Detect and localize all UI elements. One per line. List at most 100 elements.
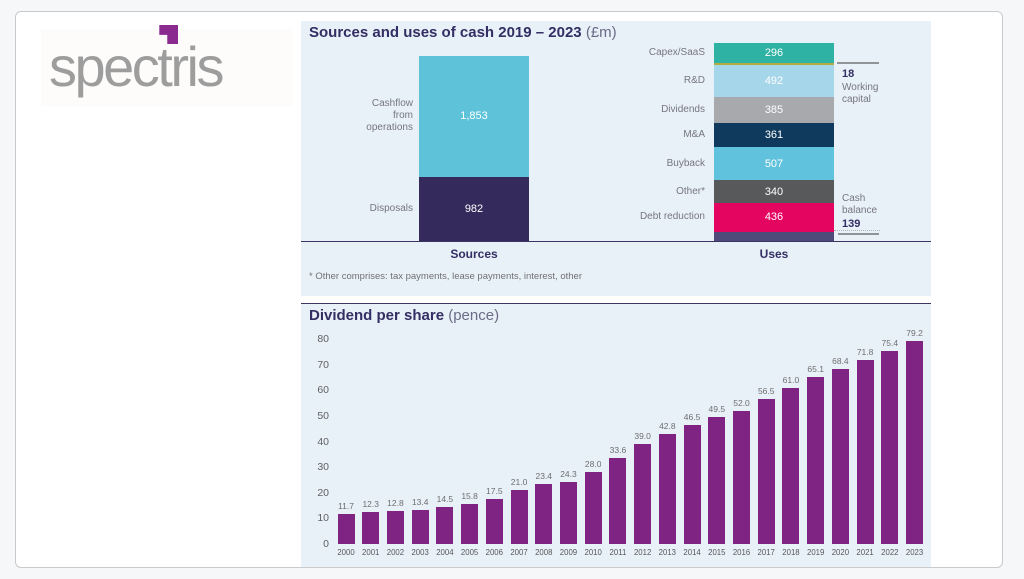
report-card: spect ris Sources and uses of cash 2019 –… [15, 11, 1003, 568]
bar-value-label-2020: 68.4 [832, 355, 849, 366]
dividend-bar-2023 [906, 341, 924, 544]
dividend-chart-panel: Dividend per share (pence) 80 70 60 50 40 30 2… [301, 303, 931, 567]
dividend-bar-2004 [436, 506, 454, 544]
cash-chart-footnote: * Other comprises: tax payments, lease p… [309, 271, 582, 282]
working-capital-label: Working capital [842, 82, 879, 105]
bar-value-label-2015: 49.5 [708, 404, 726, 415]
spectris-logo: spect ris [41, 25, 293, 106]
dividend-bar-2000 [337, 514, 355, 544]
dividend-bar-2013 [658, 434, 676, 544]
logo-text-post: ris [170, 35, 224, 98]
dividend-chart-title-text: Dividend per share [309, 307, 445, 324]
bar-value-label-2000: 11.7 [338, 501, 354, 512]
segment-r-d: 492 [714, 64, 834, 98]
bar-value-label-2023: 79.2 [906, 328, 923, 339]
x-axis-label-2018: 2018 [782, 548, 800, 557]
bar-value-label-2008: 23.4 [535, 471, 553, 482]
x-axis-label-2001: 2001 [362, 548, 380, 557]
x-axis-label-2022: 2022 [881, 548, 899, 557]
x-axis-label-2006: 2006 [485, 548, 503, 557]
x-axis-label-2003: 2003 [411, 548, 429, 557]
bar-value-label-2001: 12.3 [362, 499, 379, 510]
segment-working-capital [714, 62, 834, 65]
cash-chart-title: Sources and uses of cash 2019 – 2023 (£m… [309, 24, 617, 41]
bar-value-label-2007: 21.0 [510, 477, 528, 488]
segment-capex-saas: 296 [714, 43, 834, 63]
sources-axis-label: Sources [450, 247, 498, 261]
logo-letter-t: t [157, 25, 179, 103]
dividend-bar-2011 [609, 457, 627, 544]
dividend-bar-2006 [485, 499, 503, 544]
y-axis-tick-80: 80 [317, 333, 329, 345]
segment-buyback: 507 [714, 146, 834, 181]
bar-value-label-2012: 39.0 [634, 431, 651, 442]
x-axis-label-2008: 2008 [535, 548, 553, 557]
x-axis-label-2013: 2013 [658, 548, 677, 557]
dividend-bar-2007 [510, 490, 528, 544]
x-axis-label-2016: 2016 [732, 548, 751, 557]
y-axis-tick-70: 70 [317, 358, 329, 371]
bar-value-label-2022: 75.4 [881, 337, 899, 348]
bar-value-label-2004: 14.5 [436, 493, 454, 504]
dividend-bar-2003 [411, 509, 429, 544]
segment-label-r-d: R&D [683, 75, 705, 87]
dividend-bar-2009 [559, 481, 577, 544]
x-axis-label-2002: 2002 [386, 548, 405, 557]
dividend-bar-2001 [362, 512, 380, 544]
segment-value-m-a: 361 [764, 128, 784, 141]
segment-value-debt-reduction: 436 [764, 211, 784, 224]
x-axis-label-2000: 2000 [337, 548, 355, 557]
x-axis-label-2019: 2019 [806, 548, 825, 557]
cash-chart-title-unit: (£m) [585, 24, 617, 41]
y-axis-tick-30: 30 [317, 461, 329, 474]
y-axis-tick-40: 40 [317, 435, 329, 448]
dividend-bar-2022 [881, 350, 899, 544]
x-axis-label-2011: 2011 [609, 548, 627, 557]
bar-value-label-2013: 42.8 [659, 421, 676, 432]
dividend-bar-2012 [634, 444, 652, 544]
cash-chart-panel: Sources and uses of cash 2019 – 2023 (£m… [301, 21, 931, 296]
segment-label-m-a: M&A [683, 128, 705, 140]
segment-other: 340 [714, 180, 834, 203]
dividend-bar-2020 [831, 368, 849, 544]
cash-balance-tick-line [838, 233, 879, 235]
dividend-bar-2019 [807, 377, 825, 544]
bar-value-label-2017: 56.5 [757, 386, 775, 397]
x-axis-label-2014: 2014 [683, 548, 701, 557]
working-capital-tick-line [837, 62, 879, 64]
bar-value-label-2011: 33.6 [609, 444, 627, 455]
cash-chart-baseline [301, 241, 931, 242]
cash-balance-label: Cash balance [842, 193, 878, 216]
segment-value-disposals: 982 [464, 202, 484, 215]
segment-label-cashflow-from-operations: Cashflow from operations [366, 98, 413, 134]
y-axis-tick-50: 50 [317, 409, 329, 422]
working-capital-value: 18 [842, 68, 855, 80]
dividend-chart-title-unit: (pence) [448, 307, 500, 324]
y-axis-tick-0: 0 [323, 538, 329, 550]
x-axis-label-2021: 2021 [856, 548, 874, 557]
bar-value-label-2005: 15.8 [461, 490, 478, 501]
segment-value-cashflow-from-operations: 1,853 [460, 110, 488, 123]
bar-value-label-2006: 17.5 [486, 486, 503, 497]
y-axis-tick-20: 20 [317, 486, 329, 499]
logo-text-pre: spec [49, 35, 160, 98]
y-axis-tick-10: 10 [317, 512, 329, 525]
dividend-bar-2005 [461, 503, 479, 544]
spectris-logo-text: spect ris [49, 25, 224, 103]
dividend-bar-2014 [683, 424, 701, 544]
dividend-bar-2015 [708, 417, 726, 544]
dividend-chart-area: 80 70 60 50 40 30 20 10 0 11.7 2000 12.3 2001 12.8 200… [301, 304, 931, 567]
bar-value-label-2021: 71.8 [856, 347, 874, 357]
cash-balance-value: 139 [842, 218, 861, 230]
dividend-bar-2018 [782, 387, 800, 544]
cash-chart-area: Cashflow from operations 1,853 Disposals 98… [301, 21, 931, 296]
segment-value-capex-saas: 296 [764, 47, 784, 60]
x-axis-label-2007: 2007 [510, 548, 528, 557]
segment-label-other: Other* [676, 185, 705, 197]
dividend-bar-2002 [386, 511, 404, 544]
segment-debt-reduction: 436 [714, 202, 834, 232]
segment-disposals: 982 [419, 176, 529, 241]
segment-m-a: 361 [714, 122, 834, 147]
dividend-bar-2008 [535, 484, 553, 544]
segment-label-dividends: Dividends [661, 104, 705, 116]
